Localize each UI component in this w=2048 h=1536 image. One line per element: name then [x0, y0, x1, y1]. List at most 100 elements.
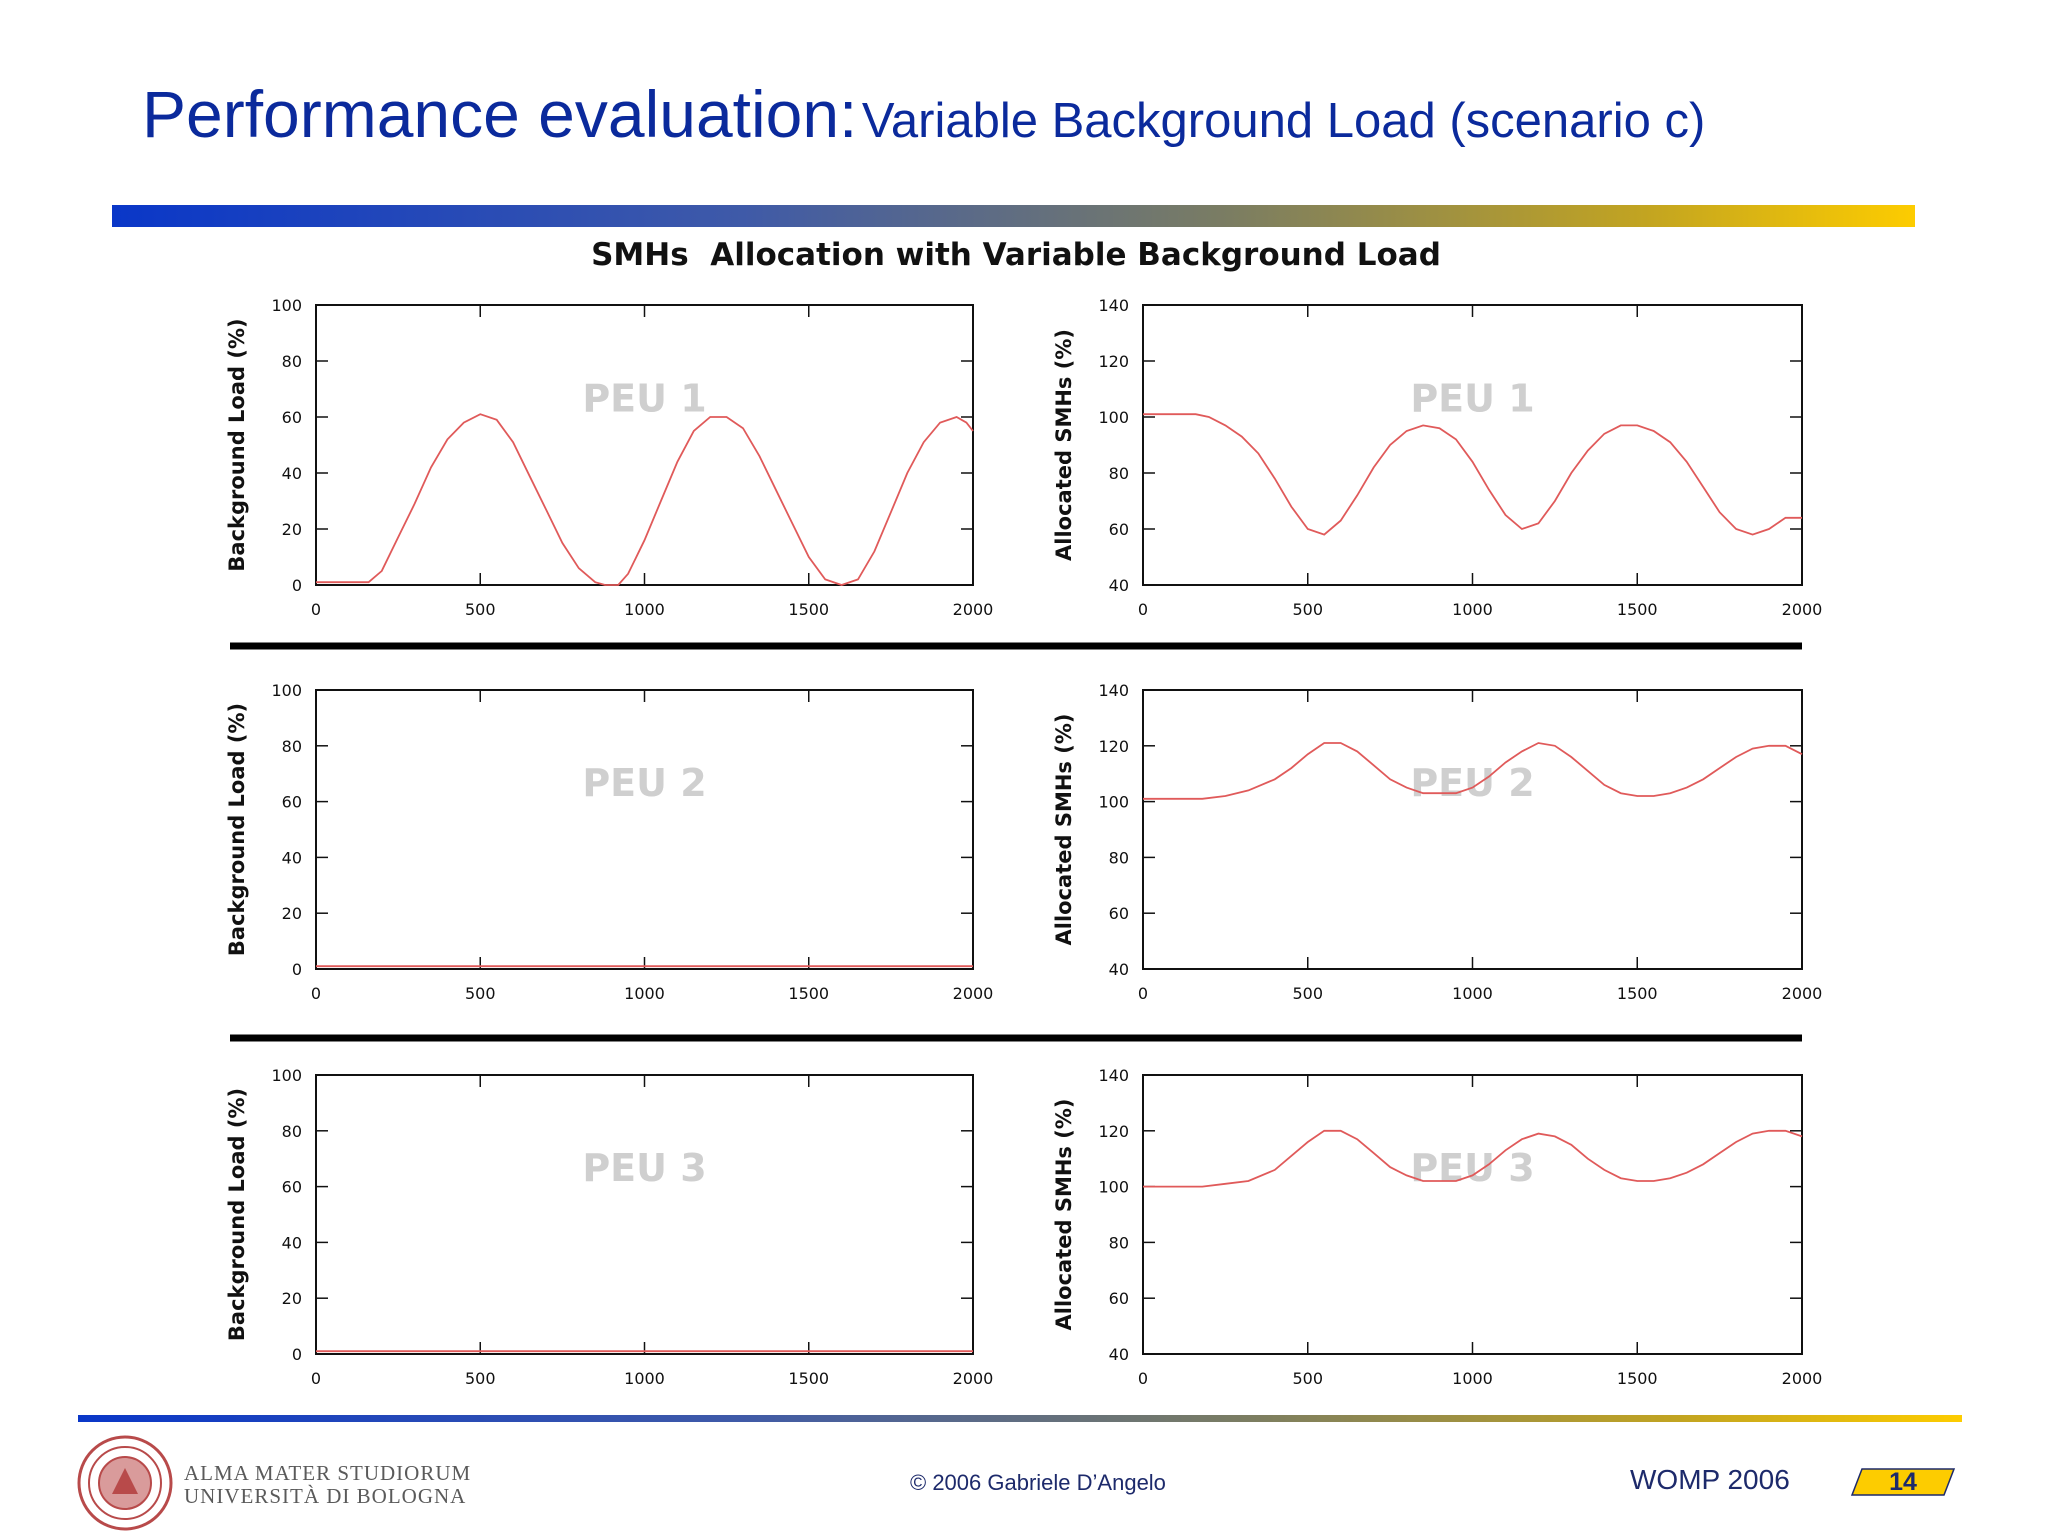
plot-frame [315, 689, 974, 970]
y-tick-label: 100 [271, 1066, 302, 1085]
chart-panel: PEU 1 40 60 80 100 120 140 0 500 1000 1500 2000 Allo… [1052, 296, 1822, 619]
x-tick-label: 500 [1292, 600, 1323, 619]
x-tick-label: 500 [465, 984, 496, 1003]
y-tick-label: 80 [1109, 1233, 1129, 1252]
slide-title: Performance evaluation: Variable Backgro… [142, 76, 1705, 152]
plot-frame [1142, 689, 1803, 970]
institution-name: ALMA MATER STUDIORUM UNIVERSITÀ DI BOLOG… [184, 1462, 471, 1508]
y-axis-label: Allocated SMHs (%) [1052, 714, 1076, 946]
page-number: 14 [1889, 1468, 1917, 1496]
x-tick-label: 0 [1138, 1369, 1148, 1388]
x-tick-label: 0 [1138, 600, 1148, 619]
x-tick-label: 1500 [788, 600, 829, 619]
x-tick-label: 0 [311, 1369, 321, 1388]
slide-title-main: Performance evaluation: [142, 77, 858, 151]
chart-panel: PEU 3 40 60 80 100 120 140 0 500 1000 1500 2000 Allo… [1052, 1066, 1822, 1388]
peu-watermark: PEU 2 [1410, 761, 1534, 805]
y-tick-label: 140 [1098, 681, 1129, 700]
page-number-badge-shape [1850, 1468, 1956, 1496]
y-tick-label: 120 [1098, 352, 1129, 371]
x-tick-label: 500 [465, 600, 496, 619]
y-axis-label: Background Load (%) [225, 703, 249, 956]
y-tick-label: 20 [282, 904, 302, 923]
plot-frame [1142, 1074, 1803, 1355]
y-tick-label: 20 [282, 1289, 302, 1308]
y-tick-label: 80 [282, 737, 302, 756]
y-axis-label: Allocated SMHs (%) [1052, 329, 1076, 561]
y-tick-label: 40 [282, 848, 302, 867]
y-tick-label: 80 [282, 352, 302, 371]
x-tick-label: 500 [465, 1369, 496, 1388]
y-tick-label: 100 [271, 681, 302, 700]
y-tick-label: 60 [1109, 520, 1129, 539]
x-tick-label: 0 [1138, 984, 1148, 1003]
chart-figure: SMHs Allocation with Variable Background… [225, 237, 1822, 1388]
plot-frame [315, 1074, 974, 1355]
footer-copyright: © 2006 Gabriele D’Angelo [910, 1470, 1166, 1495]
peu-watermark: PEU 1 [1410, 376, 1534, 420]
x-tick-label: 1500 [788, 984, 829, 1003]
y-tick-label: 100 [271, 296, 302, 315]
series-line [1143, 1129, 1803, 1188]
x-tick-label: 2000 [1782, 984, 1823, 1003]
x-tick-label: 1000 [624, 1369, 665, 1388]
x-tick-label: 500 [1292, 1369, 1323, 1388]
x-tick-label: 0 [311, 600, 321, 619]
series-line [1143, 413, 1802, 536]
x-tick-label: 1000 [1452, 984, 1493, 1003]
x-tick-label: 2000 [953, 984, 994, 1003]
chart-panel: PEU 2 40 60 80 100 120 140 0 500 1000 1500 2000 Allo… [1052, 681, 1822, 1003]
x-tick-label: 1500 [1617, 600, 1658, 619]
y-tick-label: 40 [1109, 1345, 1129, 1364]
x-tick-label: 2000 [953, 1369, 994, 1388]
x-tick-label: 1000 [624, 984, 665, 1003]
x-tick-label: 1000 [624, 600, 665, 619]
y-tick-label: 60 [282, 408, 302, 427]
series-line [316, 413, 974, 586]
x-tick-label: 1500 [1617, 1369, 1658, 1388]
y-tick-label: 60 [282, 793, 302, 812]
y-tick-label: 40 [282, 464, 302, 483]
y-tick-label: 40 [1109, 960, 1129, 979]
y-tick-label: 80 [1109, 848, 1129, 867]
peu-watermark: PEU 1 [582, 376, 706, 420]
y-axis-label: Allocated SMHs (%) [1052, 1099, 1076, 1331]
y-tick-label: 100 [1098, 408, 1129, 427]
institution-line-2: UNIVERSITÀ DI BOLOGNA [184, 1484, 467, 1508]
peu-watermark: PEU 3 [1410, 1146, 1534, 1190]
slide-title-sub: Variable Background Load (scenario c) [861, 94, 1706, 148]
x-tick-label: 500 [1292, 984, 1323, 1003]
y-tick-label: 120 [1098, 737, 1129, 756]
x-tick-label: 0 [311, 984, 321, 1003]
x-tick-label: 1000 [1452, 1369, 1493, 1388]
plot-frame [1142, 304, 1803, 586]
y-tick-label: 80 [282, 1122, 302, 1141]
x-tick-label: 2000 [953, 600, 994, 619]
x-tick-label: 1500 [1617, 984, 1658, 1003]
y-axis-label: Background Load (%) [225, 1088, 249, 1341]
page-number-badge: 14 [1850, 1467, 1956, 1497]
y-tick-label: 60 [1109, 1289, 1129, 1308]
y-tick-label: 120 [1098, 1122, 1129, 1141]
y-tick-label: 100 [1098, 1178, 1129, 1197]
x-tick-label: 1000 [1452, 600, 1493, 619]
peu-watermark: PEU 2 [582, 761, 706, 805]
y-tick-label: 140 [1098, 296, 1129, 315]
y-tick-label: 80 [1109, 464, 1129, 483]
y-tick-label: 0 [292, 1345, 302, 1364]
y-tick-label: 20 [282, 520, 302, 539]
x-tick-label: 1500 [788, 1369, 829, 1388]
y-tick-label: 0 [292, 960, 302, 979]
y-tick-label: 140 [1098, 1066, 1129, 1085]
plot-frame [315, 304, 974, 586]
chart-title: SMHs Allocation with Variable Background… [591, 237, 1441, 273]
footer-conference: WOMP 2006 [1630, 1464, 1790, 1495]
y-tick-label: 60 [1109, 904, 1129, 923]
peu-watermark: PEU 3 [582, 1146, 706, 1190]
y-tick-label: 40 [282, 1233, 302, 1252]
y-tick-label: 60 [282, 1178, 302, 1197]
